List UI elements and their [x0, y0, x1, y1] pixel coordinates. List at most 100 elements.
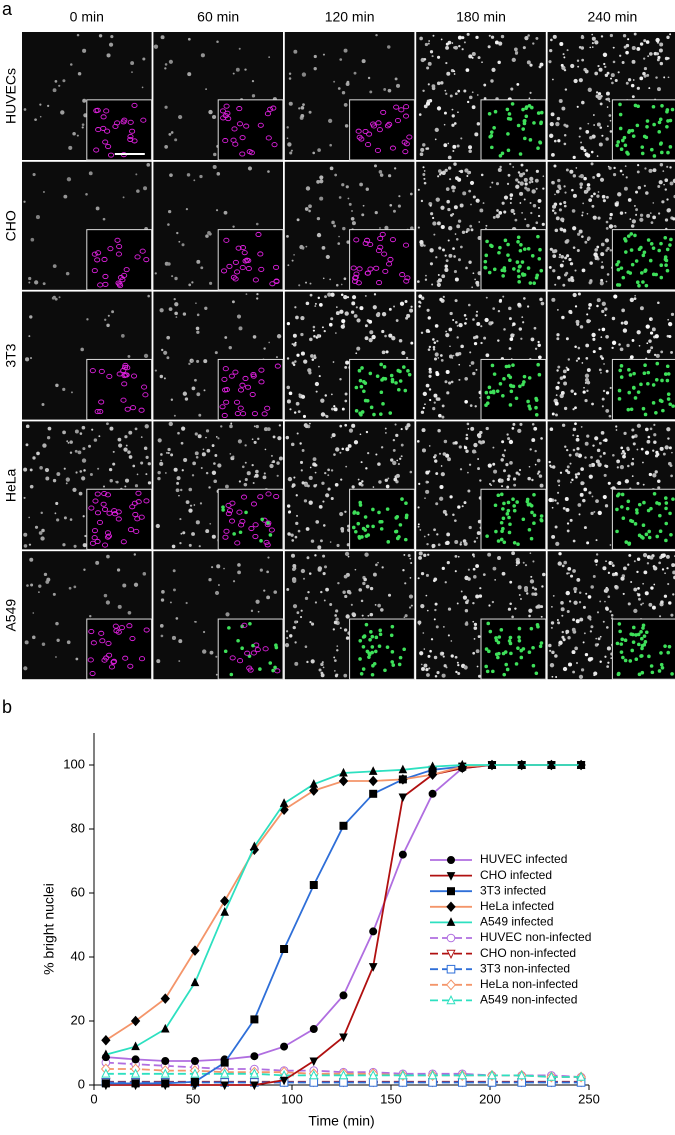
nucleus [590, 585, 594, 589]
inset-nucleus [511, 497, 515, 502]
marker [190, 945, 200, 956]
nucleus [583, 526, 587, 530]
nucleus [577, 232, 581, 236]
nucleus [571, 209, 576, 213]
nucleus [564, 239, 569, 244]
inset-outline [243, 123, 250, 129]
nucleus [552, 204, 557, 209]
nucleus [441, 404, 445, 408]
nucleus [330, 317, 334, 321]
nucleus [664, 188, 667, 191]
inset-nucleus [352, 511, 356, 515]
nucleus [216, 564, 221, 569]
inset-nucleus [512, 540, 517, 545]
nucleus [442, 452, 447, 456]
inset-nucleus [643, 640, 648, 644]
inset-outline [132, 511, 139, 518]
inset-outline [225, 511, 232, 517]
nucleus [592, 575, 596, 578]
nucleus [436, 340, 439, 343]
nucleus [566, 254, 570, 258]
nucleus [445, 92, 448, 95]
nucleus [340, 293, 344, 297]
inset-nucleus [642, 642, 647, 647]
nucleus [672, 217, 675, 221]
inset-nucleus [623, 638, 628, 643]
y-tick-label: 40 [71, 948, 85, 963]
inset-nucleus [530, 510, 534, 515]
inset-nucleus [517, 639, 522, 643]
nucleus [356, 346, 361, 351]
inset-nucleus [532, 513, 537, 518]
nucleus [434, 602, 438, 606]
inset-nucleus [631, 640, 636, 644]
nucleus [657, 486, 661, 490]
nucleus [465, 230, 468, 234]
nucleus [327, 487, 331, 491]
nucleus [266, 570, 269, 574]
inset-outline [96, 519, 104, 526]
nucleus [147, 481, 152, 485]
inset-outline [222, 534, 229, 540]
inset-nucleus [386, 540, 391, 544]
nucleus [559, 263, 564, 268]
nucleus [334, 670, 336, 672]
inset-nucleus [615, 529, 619, 534]
nucleus [499, 478, 504, 483]
inset-nucleus [617, 283, 622, 287]
nucleus [115, 481, 117, 483]
nucleus [667, 76, 670, 79]
nucleus [79, 470, 83, 473]
nucleus [653, 353, 657, 356]
nucleus [492, 215, 496, 219]
nucleus [428, 40, 431, 42]
nucleus [157, 438, 162, 443]
nucleus [136, 189, 140, 193]
nucleus [509, 193, 514, 197]
nucleus [565, 632, 568, 635]
nucleus [351, 423, 356, 428]
inset-nucleus [508, 375, 513, 380]
inset-outline [107, 246, 114, 252]
nucleus [194, 432, 198, 436]
nucleus [664, 178, 669, 183]
nucleus [164, 63, 168, 66]
nucleus [215, 655, 218, 658]
nucleus [319, 179, 324, 184]
nucleus [477, 56, 481, 60]
nucleus [335, 617, 339, 621]
nucleus [163, 377, 166, 380]
nucleus [564, 191, 567, 194]
nucleus [375, 563, 378, 567]
nucleus [202, 649, 207, 654]
nucleus [468, 525, 472, 530]
nucleus [644, 427, 649, 432]
inset-outline [111, 508, 118, 514]
nucleus [452, 144, 457, 149]
nucleus [517, 428, 522, 434]
nucleus [338, 196, 342, 199]
nucleus [423, 57, 427, 61]
nucleus [143, 353, 149, 359]
nucleus [422, 89, 425, 93]
inset-outline [406, 134, 413, 140]
nucleus [81, 425, 86, 430]
nucleus [480, 325, 483, 328]
nucleus [548, 643, 552, 648]
nucleus [410, 561, 413, 565]
nucleus [336, 645, 339, 647]
inset-nucleus [660, 378, 664, 383]
marker [398, 850, 407, 859]
nucleus [520, 163, 524, 167]
nucleus [598, 142, 603, 147]
inset-outline [98, 368, 105, 375]
nucleus [423, 104, 428, 109]
nucleus [562, 369, 567, 374]
nucleus [590, 194, 594, 198]
nucleus [230, 422, 233, 425]
nucleus [305, 301, 310, 306]
nucleus [463, 446, 468, 450]
nucleus [160, 453, 163, 456]
micrograph [153, 421, 284, 550]
nucleus [464, 322, 467, 325]
